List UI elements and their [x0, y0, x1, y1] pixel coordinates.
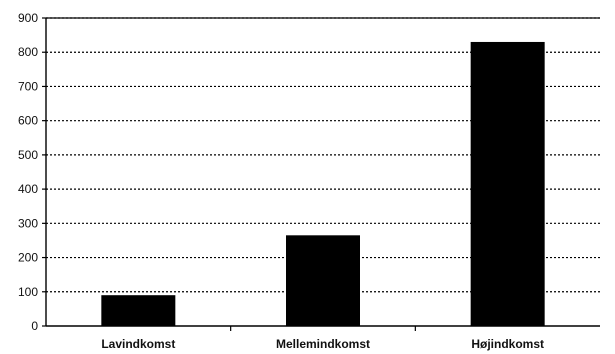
x-tick-labels: Lavindkomst Mellemindkomst Højindkomst	[101, 337, 544, 351]
bar-mellemindkomst	[286, 235, 360, 326]
y-tick-label: 900	[18, 11, 38, 25]
bars	[101, 41, 545, 326]
y-tick-label: 100	[18, 285, 38, 299]
x-tick-label: Lavindkomst	[101, 337, 175, 351]
bar-lavindkomst	[101, 295, 176, 326]
y-tick-labels: 0 100 200 300 400 500 600 700 800 900	[18, 11, 38, 333]
y-tick-label: 0	[31, 319, 38, 333]
axes	[42, 17, 600, 331]
bar-højindkomst	[470, 41, 545, 326]
y-tick-label: 700	[18, 79, 38, 93]
y-tick-label: 600	[18, 114, 38, 128]
y-tick-label: 300	[18, 216, 38, 230]
x-tick-label: Højindkomst	[471, 337, 544, 351]
y-tick-label: 200	[18, 251, 38, 265]
y-tick-label: 400	[18, 182, 38, 196]
y-tick-label: 800	[18, 45, 38, 59]
y-tick-label: 500	[18, 148, 38, 162]
x-tick-label: Mellemindkomst	[276, 337, 370, 351]
